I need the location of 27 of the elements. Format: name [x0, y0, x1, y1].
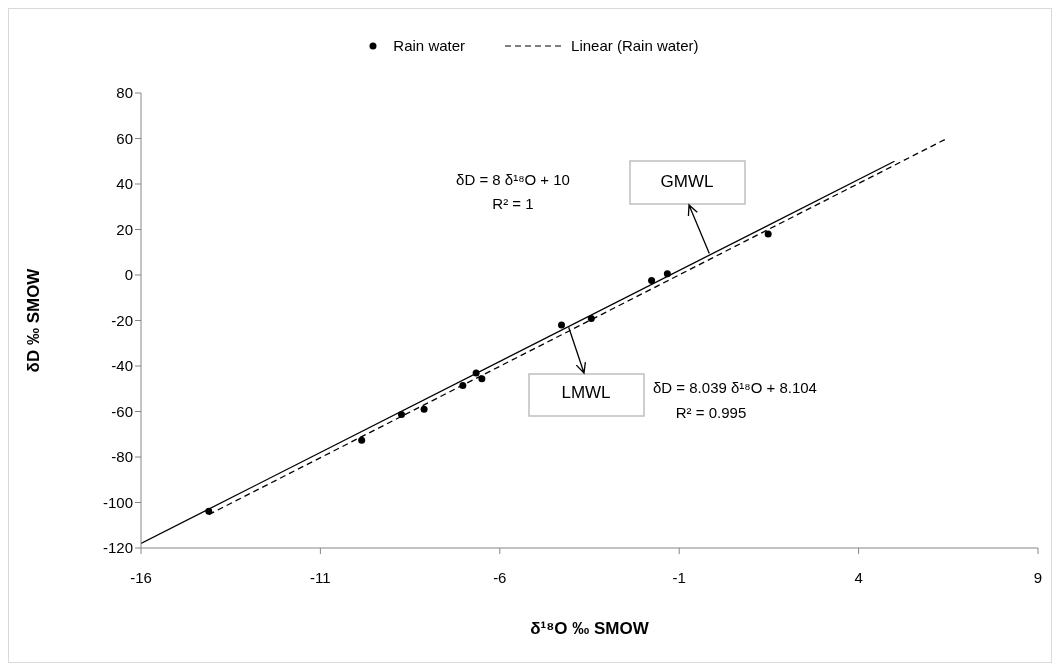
- annotation: GMWL: [660, 172, 714, 192]
- y-axis-title: δD ‰ SMOW: [24, 267, 43, 373]
- y-tick-label: -80: [111, 448, 133, 466]
- x-tick-label: -1: [672, 568, 686, 586]
- annotation: δD = 8.039 δ¹⁸O + 8.104: [653, 378, 817, 396]
- y-tick-label: 0: [124, 266, 133, 284]
- x-tick-label: -6: [493, 568, 507, 586]
- y-tick-label: 80: [116, 84, 133, 102]
- x-axis-title: δ¹⁸O ‰ SMOW: [530, 619, 650, 638]
- annotation: LMWL: [561, 383, 611, 403]
- y-tick-label: 20: [116, 220, 133, 238]
- x-tick-label: 9: [1033, 568, 1043, 586]
- y-tick-label: -120: [102, 539, 133, 557]
- x-tick-label: 4: [854, 568, 863, 586]
- y-tick-label: 40: [116, 175, 133, 193]
- x-tick-label: -16: [130, 568, 152, 586]
- annotation: R² = 1: [492, 194, 534, 212]
- y-tick-label: -40: [111, 357, 133, 375]
- y-tick-label: 60: [116, 129, 133, 147]
- legend-label: Linear (Rain water): [571, 37, 699, 54]
- y-tick-label: -20: [111, 311, 133, 329]
- annotation: δD = 8 δ¹⁸O + 10: [456, 170, 570, 188]
- annotation: R² = 0.995: [675, 403, 747, 421]
- x-tick-label: -11: [310, 568, 331, 586]
- y-tick-label: -60: [111, 402, 133, 420]
- y-tick-label: -100: [102, 493, 133, 511]
- legend-label: Rain water: [393, 37, 466, 54]
